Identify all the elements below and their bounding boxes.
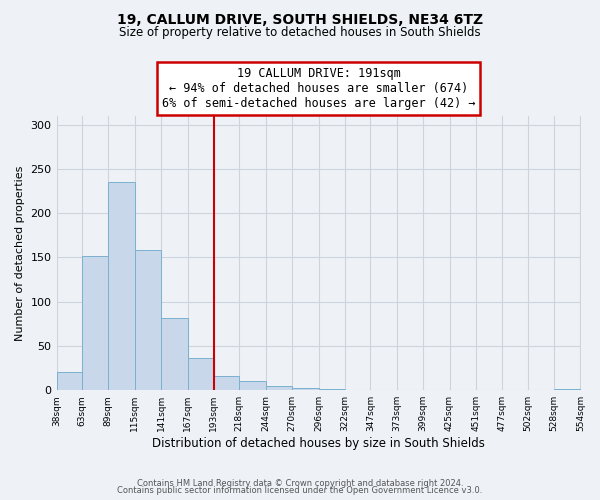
Bar <box>214 376 239 390</box>
Text: Contains HM Land Registry data © Crown copyright and database right 2024.: Contains HM Land Registry data © Crown c… <box>137 478 463 488</box>
Text: 19 CALLUM DRIVE: 191sqm
← 94% of detached houses are smaller (674)
6% of semi-de: 19 CALLUM DRIVE: 191sqm ← 94% of detache… <box>162 67 475 110</box>
Y-axis label: Number of detached properties: Number of detached properties <box>15 166 25 340</box>
Bar <box>266 386 292 390</box>
Bar <box>56 372 82 390</box>
Bar <box>161 318 188 390</box>
Bar <box>135 250 161 390</box>
Bar <box>82 256 109 390</box>
Bar <box>188 358 214 390</box>
Text: Size of property relative to detached houses in South Shields: Size of property relative to detached ho… <box>119 26 481 39</box>
Bar <box>109 182 135 390</box>
Bar <box>239 382 266 390</box>
Bar <box>292 388 319 390</box>
X-axis label: Distribution of detached houses by size in South Shields: Distribution of detached houses by size … <box>152 437 485 450</box>
Text: 19, CALLUM DRIVE, SOUTH SHIELDS, NE34 6TZ: 19, CALLUM DRIVE, SOUTH SHIELDS, NE34 6T… <box>117 12 483 26</box>
Text: Contains public sector information licensed under the Open Government Licence v3: Contains public sector information licen… <box>118 486 482 495</box>
